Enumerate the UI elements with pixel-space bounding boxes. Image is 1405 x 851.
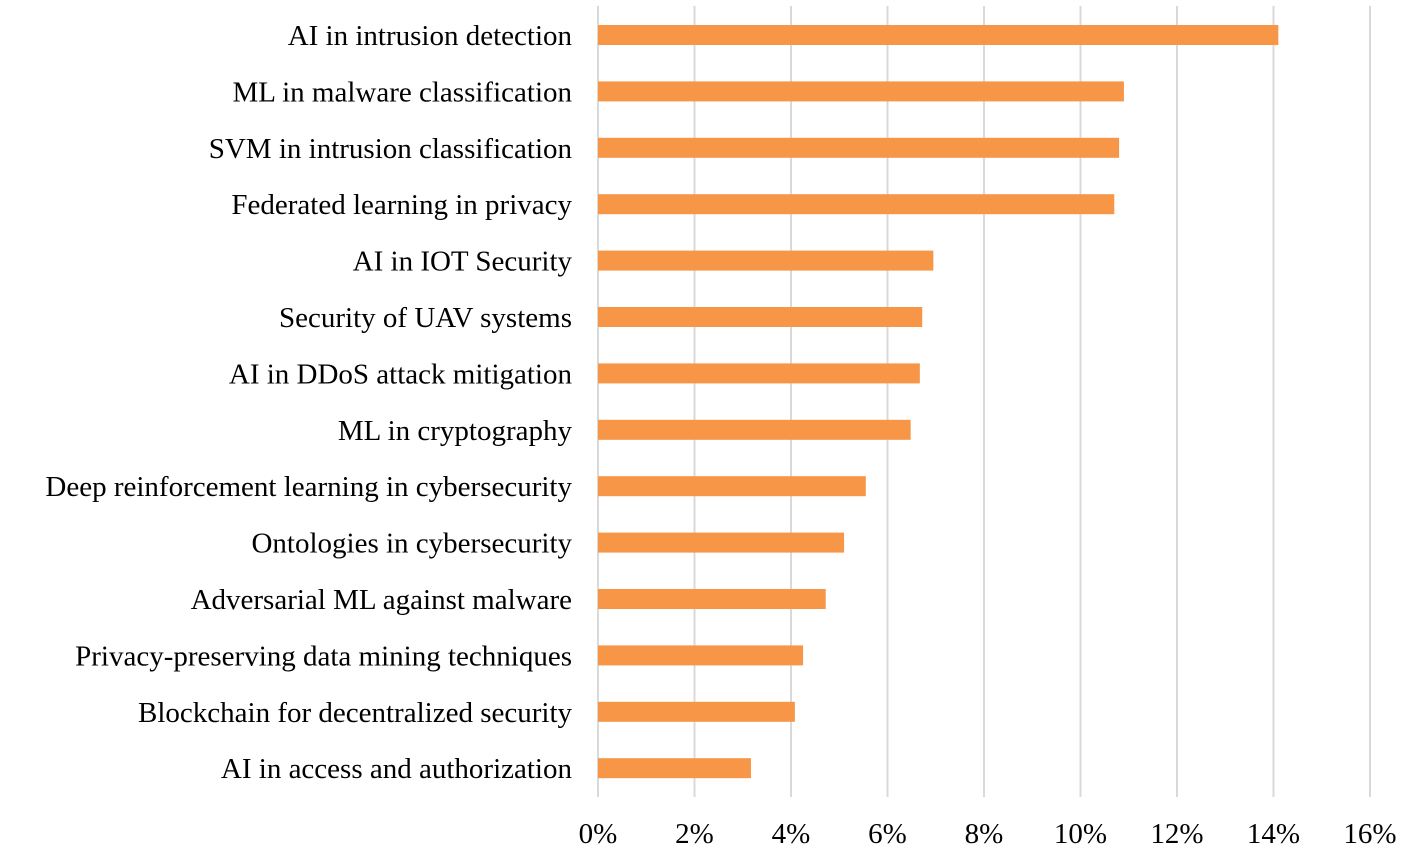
bar xyxy=(598,419,911,440)
category-label: ML in malware classification xyxy=(232,76,572,108)
bar xyxy=(598,532,845,553)
x-tick-label: 8% xyxy=(965,818,1004,850)
category-label: Adversarial ML against malware xyxy=(191,584,572,616)
x-tick-label: 14% xyxy=(1247,818,1300,850)
category-label: AI in intrusion detection xyxy=(288,20,573,52)
category-labels: AI in intrusion detection ML in malware c… xyxy=(45,20,572,785)
bar xyxy=(598,194,1115,215)
category-label: Privacy-preserving data mining technique… xyxy=(75,640,572,672)
x-tick-label: 6% xyxy=(868,818,907,850)
bar xyxy=(598,645,804,666)
category-label: AI in DDoS attack mitigation xyxy=(229,358,573,390)
bar xyxy=(598,476,866,497)
bar xyxy=(598,307,923,327)
x-tick-label: 10% xyxy=(1054,818,1107,850)
category-label: Blockchain for decentralized security xyxy=(138,697,572,729)
bar xyxy=(598,363,920,384)
category-label: Deep reinforcement learning in cybersecu… xyxy=(45,471,572,503)
bar xyxy=(598,81,1124,102)
x-tick-label: 16% xyxy=(1343,818,1396,850)
bar xyxy=(598,250,934,271)
bar xyxy=(598,758,751,779)
x-tick-label: 2% xyxy=(675,818,714,850)
category-label: Ontologies in cybersecurity xyxy=(251,528,572,560)
bar xyxy=(598,701,795,722)
x-tick-label: 12% xyxy=(1150,818,1203,850)
gridlines xyxy=(597,6,1371,797)
bar xyxy=(598,589,826,609)
bar xyxy=(598,25,1279,45)
category-label: Federated learning in privacy xyxy=(231,189,572,221)
x-axis-tick-labels: 0% 2% 4% 6% 8% 10% 12% 14% 16% xyxy=(579,818,1397,850)
category-label: ML in cryptography xyxy=(338,415,573,447)
category-label: Security of UAV systems xyxy=(279,302,572,334)
category-label: AI in IOT Security xyxy=(353,246,573,278)
bar xyxy=(598,137,1120,158)
category-label: SVM in intrusion classification xyxy=(209,133,573,165)
bars xyxy=(598,25,1279,779)
x-tick-label: 4% xyxy=(772,818,811,850)
x-tick-label: 0% xyxy=(579,818,618,850)
category-label: AI in access and authorization xyxy=(221,753,573,785)
